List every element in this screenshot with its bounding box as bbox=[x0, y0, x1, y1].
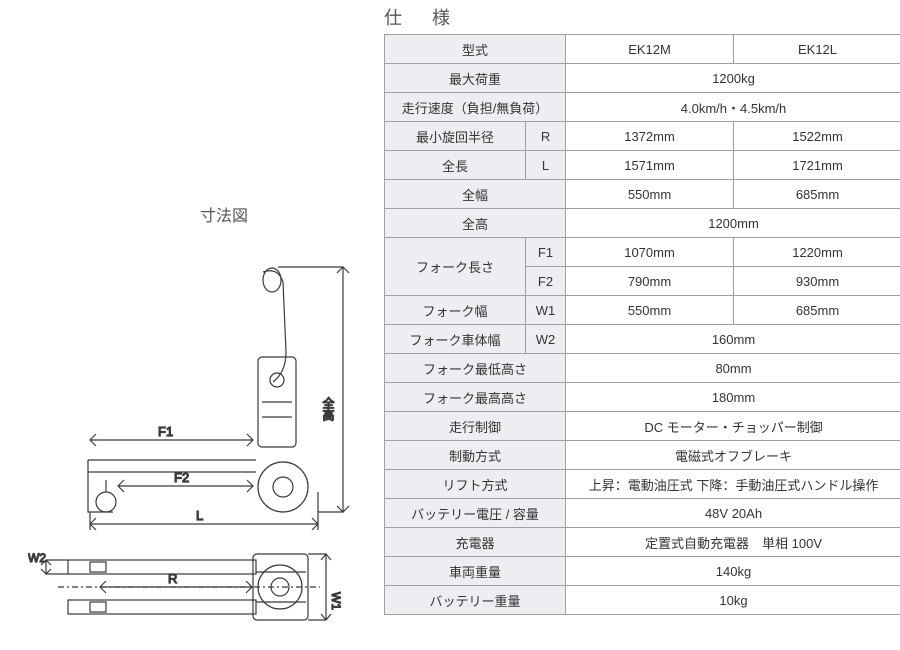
row-label: バッテリー重量 bbox=[385, 586, 566, 615]
row-label: 最大荷重 bbox=[385, 64, 566, 93]
table-row: バッテリー重量10kg bbox=[385, 586, 900, 615]
table-row: 走行制御DC モーター・チョッパー制御 bbox=[385, 412, 900, 441]
label-l: L bbox=[196, 508, 203, 523]
row-value: DC モーター・チョッパー制御 bbox=[566, 412, 900, 441]
table-row: 走行速度（負担/無負荷）4.0km/h・4.5km/h bbox=[385, 93, 900, 122]
table-row: フォーク幅W1550mm685mm bbox=[385, 296, 900, 325]
label-w1: W1 bbox=[329, 592, 343, 610]
table-row: バッテリー電圧 / 容量48V 20Ah bbox=[385, 499, 900, 528]
row-value: 10kg bbox=[566, 586, 900, 615]
row-value: EK12M bbox=[566, 35, 734, 64]
row-value: 180mm bbox=[566, 383, 900, 412]
row-label: 全幅 bbox=[385, 180, 566, 209]
row-value: 定置式自動充電器 単相 100V bbox=[566, 528, 900, 557]
dimension-diagram: 全高 bbox=[28, 262, 368, 642]
row-value: 160mm bbox=[566, 325, 900, 354]
row-value: 1571mm bbox=[566, 151, 734, 180]
table-row: 型式EK12MEK12L bbox=[385, 35, 900, 64]
spec-panel: 仕 様 型式EK12MEK12L最大荷重1200kg走行速度（負担/無負荷）4.… bbox=[382, 0, 900, 650]
row-value: 685mm bbox=[734, 180, 900, 209]
row-value: 1200mm bbox=[566, 209, 900, 238]
row-value: 80mm bbox=[566, 354, 900, 383]
row-symbol: L bbox=[526, 151, 566, 180]
row-value: 1200kg bbox=[566, 64, 900, 93]
row-value: 1721mm bbox=[734, 151, 900, 180]
label-zenkou: 全高 bbox=[321, 396, 335, 422]
row-value: 1220mm bbox=[734, 238, 900, 267]
row-symbol: W2 bbox=[526, 325, 566, 354]
table-row: 全高1200mm bbox=[385, 209, 900, 238]
spec-table: 型式EK12MEK12L最大荷重1200kg走行速度（負担/無負荷）4.0km/… bbox=[384, 34, 900, 615]
row-label: 充電器 bbox=[385, 528, 566, 557]
row-label: リフト方式 bbox=[385, 470, 566, 499]
row-value: 550mm bbox=[566, 180, 734, 209]
row-label: 全高 bbox=[385, 209, 566, 238]
row-symbol: W1 bbox=[526, 296, 566, 325]
row-value: 550mm bbox=[566, 296, 734, 325]
label-r: R bbox=[168, 571, 177, 586]
label-w2: W2 bbox=[28, 551, 46, 565]
table-row: 全幅550mm685mm bbox=[385, 180, 900, 209]
table-row: 車両重量140kg bbox=[385, 557, 900, 586]
table-row: リフト方式上昇：電動油圧式 下降：手動油圧式ハンドル操作 bbox=[385, 470, 900, 499]
row-value: 電磁式オフブレーキ bbox=[566, 441, 900, 470]
row-label: 走行速度（負担/無負荷） bbox=[385, 93, 566, 122]
row-value: 1522mm bbox=[734, 122, 900, 151]
row-value: 48V 20Ah bbox=[566, 499, 900, 528]
row-value: 685mm bbox=[734, 296, 900, 325]
row-symbol: F2 bbox=[526, 267, 566, 296]
row-value: 1372mm bbox=[566, 122, 734, 151]
row-label: 型式 bbox=[385, 35, 566, 64]
table-row: フォーク最低高さ80mm bbox=[385, 354, 900, 383]
page-container: 寸法図 全高 bbox=[0, 0, 900, 650]
row-value: 140kg bbox=[566, 557, 900, 586]
row-value: 1070mm bbox=[566, 238, 734, 267]
row-value: 4.0km/h・4.5km/h bbox=[566, 93, 900, 122]
table-row: フォーク長さF11070mm1220mm bbox=[385, 238, 900, 267]
table-row: フォーク車体幅W2160mm bbox=[385, 325, 900, 354]
table-row: 制動方式電磁式オフブレーキ bbox=[385, 441, 900, 470]
label-f2: F2 bbox=[174, 470, 189, 485]
row-label: フォーク最低高さ bbox=[385, 354, 566, 383]
row-label: 全長 bbox=[385, 151, 526, 180]
row-value: 上昇：電動油圧式 下降：手動油圧式ハンドル操作 bbox=[566, 470, 900, 499]
row-label: 走行制御 bbox=[385, 412, 566, 441]
row-label: 最小旋回半径 bbox=[385, 122, 526, 151]
table-row: 充電器定置式自動充電器 単相 100V bbox=[385, 528, 900, 557]
row-label: フォーク車体幅 bbox=[385, 325, 526, 354]
row-symbol: R bbox=[526, 122, 566, 151]
row-label: フォーク長さ bbox=[385, 238, 526, 296]
diagram-title: 寸法図 bbox=[200, 202, 248, 226]
row-label: フォーク幅 bbox=[385, 296, 526, 325]
table-row: 最小旋回半径R1372mm1522mm bbox=[385, 122, 900, 151]
label-f1: F1 bbox=[158, 424, 173, 439]
table-row: 最大荷重1200kg bbox=[385, 64, 900, 93]
diagram-panel: 寸法図 全高 bbox=[0, 0, 382, 650]
table-row: フォーク最高高さ180mm bbox=[385, 383, 900, 412]
row-value: EK12L bbox=[734, 35, 900, 64]
table-row: 全長L1571mm1721mm bbox=[385, 151, 900, 180]
row-value: 930mm bbox=[734, 267, 900, 296]
row-label: フォーク最高高さ bbox=[385, 383, 566, 412]
spec-title: 仕 様 bbox=[384, 4, 898, 30]
row-label: 車両重量 bbox=[385, 557, 566, 586]
row-symbol: F1 bbox=[526, 238, 566, 267]
row-value: 790mm bbox=[566, 267, 734, 296]
row-label: 制動方式 bbox=[385, 441, 566, 470]
row-label: バッテリー電圧 / 容量 bbox=[385, 499, 566, 528]
